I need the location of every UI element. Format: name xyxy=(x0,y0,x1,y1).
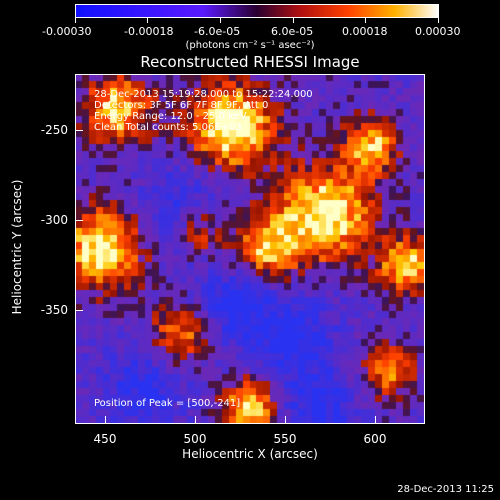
x-tick-label: 500 xyxy=(183,432,207,446)
clean-counts-label: Clean Total counts: 5.06E+03 xyxy=(94,122,242,133)
y-tick-label: -300 xyxy=(40,213,68,227)
rhessi-image-panel: 28-Dec-2013 15:19:28.000 to 15:22:24.000… xyxy=(75,74,425,424)
colorbar-tick-label: 0.00030 xyxy=(415,25,461,38)
image-title: Reconstructed RHESSI Image xyxy=(140,53,360,71)
x-tick-label: 600 xyxy=(363,432,387,446)
colorbar-tick-label: -6.0e-05 xyxy=(194,25,241,38)
colorbar-tickmarks xyxy=(75,18,439,24)
rhessi-image-map xyxy=(76,75,424,423)
colorbar-ticklabels: -0.00030 -0.00018 -6.0e-05 6.0e-05 0.000… xyxy=(0,25,500,39)
x-tick-label: 450 xyxy=(93,432,117,446)
detectors-label: Detectors: 3F 5F 6F 7F 8F 9F, Att 0 xyxy=(94,100,269,111)
y-tick-label: -350 xyxy=(40,303,68,317)
energy-range-label: Energy Range: 12.0 - 25.0 keV xyxy=(94,111,247,122)
y-tick-label: -250 xyxy=(40,123,68,137)
colorbar-tick-label: -0.00018 xyxy=(124,25,174,38)
peak-position-label: Position of Peak = [500,-241] xyxy=(94,398,241,409)
colorbar-tick-label: 0.00018 xyxy=(342,25,388,38)
x-axis-label: Heliocentric X (arcsec) xyxy=(182,447,318,461)
colorbar-units: (photons cm⁻² s⁻¹ asec⁻²) xyxy=(185,40,315,51)
time-range-label: 28-Dec-2013 15:19:28.000 to 15:22:24.000 xyxy=(94,89,313,100)
footer-timestamp: 28-Dec-2013 11:25 xyxy=(397,484,494,495)
colorbar-tick-label: 6.0e-05 xyxy=(271,25,314,38)
colorbar xyxy=(75,4,439,18)
y-axis-label: Heliocentric Y (arcsec) xyxy=(10,179,24,315)
colorbar-tick-label: -0.00030 xyxy=(42,25,92,38)
x-tick-label: 550 xyxy=(273,432,297,446)
